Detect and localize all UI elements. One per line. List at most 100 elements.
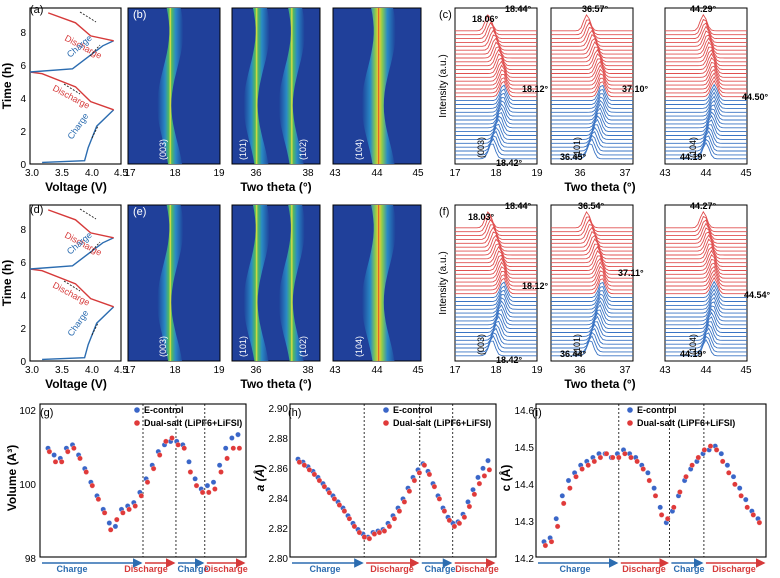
g-point-dual-20 [169, 435, 175, 441]
a-ytick-8: 8 [20, 28, 26, 39]
h-point-dual-17 [381, 528, 388, 534]
f-pattern-0-12 [455, 294, 537, 310]
panel-h-label: (h) [288, 407, 301, 419]
h-point-dual-14 [366, 535, 373, 542]
c-pattern-1-13 [551, 93, 633, 109]
c-stack-frame-2 [664, 7, 748, 165]
i-point-ectrl-19 [657, 504, 663, 511]
i-point-ectrl-18 [651, 485, 657, 491]
f-pattern-2-21 [665, 258, 747, 275]
g-point-dual-10 [107, 527, 114, 533]
f-pattern-2-24 [665, 246, 747, 264]
c-pattern-0-33 [455, 14, 537, 32]
f-pattern-2-4 [665, 323, 747, 341]
h-point-dual-19 [391, 515, 398, 522]
h-point-ectrl-37 [480, 465, 486, 472]
g-point-dual-13 [126, 506, 132, 513]
b-label-102: (102) [298, 139, 308, 160]
g-point-dual-29 [224, 455, 230, 462]
c-pattern-2-33 [665, 13, 747, 32]
i-point-dual-31 [732, 481, 738, 488]
d-xtick-0: 3.0 [25, 365, 39, 376]
f-pattern-1-24 [551, 245, 633, 264]
c-pattern-2-31 [665, 22, 747, 40]
c-peak-104-right: 44.50° [742, 92, 769, 102]
g-point-dual-14 [132, 503, 138, 509]
g-phase-discharge-2: Discharge [204, 564, 248, 574]
f-pattern-1-11 [551, 296, 633, 314]
a-xtick-2: 4.0 [85, 168, 99, 179]
i-point-dual-33 [744, 504, 750, 511]
c-pattern-0-30 [455, 27, 537, 43]
g-point-ectrl-1 [51, 452, 57, 458]
c-pattern-0-8 [455, 111, 537, 129]
h-point-dual-15 [371, 531, 378, 537]
i-point-dual-9 [597, 454, 604, 461]
h-point-dual-30 [446, 517, 453, 524]
c-pattern-2-13 [665, 91, 747, 109]
b-label-101: (101) [238, 139, 248, 160]
c-pattern-1-26 [551, 41, 633, 59]
c-pattern-0-31 [455, 21, 537, 40]
c-pattern-1-1 [551, 138, 633, 156]
i-legend-marker-econtrol [627, 407, 633, 413]
f-label-101: (101) [572, 334, 582, 355]
g-point-ectrl-27 [210, 479, 217, 485]
f-pattern-2-6 [665, 316, 747, 333]
i-point-dual-1 [548, 538, 555, 545]
f-label-104: (104) [688, 334, 698, 355]
arrow-d-3 [63, 280, 81, 292]
h-point-dual-3 [311, 471, 318, 478]
vt-series-discharge-2 [47, 209, 114, 239]
h-point-dual-0 [296, 459, 303, 465]
h-axes [289, 403, 497, 558]
panel-e: (e) (003) (101) (102) (104) 17 18 19 36 … [124, 204, 424, 391]
c-pattern-2-14 [665, 87, 747, 105]
g-point-dual-19 [163, 438, 169, 445]
c-pattern-0-21 [455, 60, 537, 78]
f-pattern-2-1 [665, 335, 747, 353]
panel-g-text: (g) Volume (A³) 98 100 102 E-control Dua… [5, 405, 248, 574]
g-point-dual-23 [187, 469, 194, 475]
f-pattern-1-0 [551, 340, 633, 357]
c-pattern-0-9 [455, 107, 537, 125]
h-point-dual-33 [461, 514, 468, 520]
vt-series-charge-1 [42, 306, 115, 361]
e-xtick-18: 18 [169, 365, 181, 376]
f-peak-101-bottom: 36.44° [560, 349, 587, 359]
c-pattern-0-25 [455, 46, 537, 63]
b-xtick-17: 17 [124, 168, 136, 179]
g-point-dual-4 [71, 445, 77, 451]
h-point-ectrl-34 [465, 499, 471, 505]
c-peak-003-bottom: 18.42° [496, 158, 523, 168]
f-pattern-2-31 [665, 219, 747, 237]
f-pattern-2-11 [665, 296, 747, 314]
e-xtick-36: 36 [250, 365, 262, 376]
c-xtick-19: 19 [531, 168, 543, 179]
g-legend-marker-dualsalt [134, 420, 140, 426]
f-pattern-1-25 [551, 243, 633, 260]
c-pattern-1-29 [551, 29, 633, 47]
f-label-003: (003) [476, 334, 486, 355]
arrow-d-4 [91, 322, 99, 336]
i-point-ectrl-17 [645, 470, 651, 476]
c-pattern-2-7 [665, 114, 747, 133]
d-xlabel: Voltage (V) [45, 377, 107, 391]
g-legend-marker-econtrol [134, 407, 140, 413]
c-pattern-1-9 [551, 107, 633, 125]
g-point-dual-1 [52, 459, 59, 465]
g-point-dual-3 [65, 448, 71, 455]
c-pattern-1-6 [551, 118, 633, 136]
c-pattern-2-6 [665, 119, 747, 136]
c-pattern-1-19 [551, 68, 633, 86]
f-pattern-1-22 [551, 255, 633, 271]
f-pattern-2-17 [665, 272, 747, 291]
g-point-dual-30 [230, 445, 237, 451]
c-pattern-0-26 [455, 41, 537, 59]
f-stack-frame-1 [550, 204, 634, 362]
heatmap-b-peak-1-1 [278, 8, 305, 164]
b-label-003: (003) [158, 139, 168, 160]
g-point-dual-8 [95, 496, 102, 502]
f-pattern-1-23 [551, 249, 633, 268]
